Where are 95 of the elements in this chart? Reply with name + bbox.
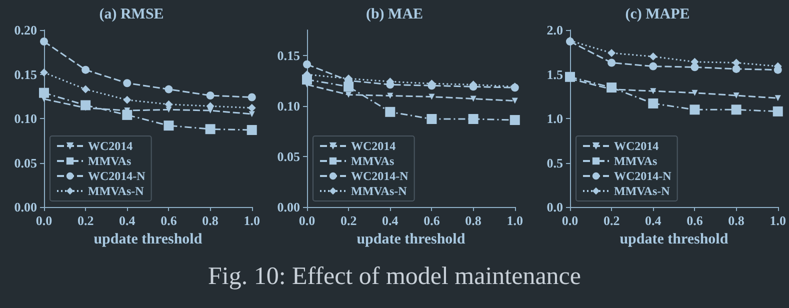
y-tick-label: 0.00 — [14, 200, 37, 214]
point — [248, 93, 256, 102]
chart-title: (b) MAE — [366, 6, 424, 22]
legend-label: WC2014-N — [88, 169, 146, 183]
point — [123, 79, 132, 88]
legend-label: MMVAs-N — [351, 184, 408, 198]
point — [123, 96, 132, 104]
y-tick-label: 0.05 — [14, 155, 38, 170]
point — [733, 92, 740, 98]
x-axis-title: update threshold — [620, 231, 729, 248]
point — [206, 91, 214, 100]
legend-label: MMVAs-N — [88, 184, 144, 198]
point — [565, 72, 575, 82]
point — [40, 68, 48, 76]
legend-label: WC2014-N — [614, 169, 672, 183]
point — [470, 96, 476, 102]
point — [205, 124, 216, 134]
x-tick-label: 0.0 — [562, 213, 578, 228]
x-axis-title: update threshold — [94, 231, 203, 248]
legend-label: MMVAs — [351, 154, 394, 168]
point — [650, 88, 656, 94]
x-tick-label: 0.8 — [202, 213, 219, 228]
x-tick-label: 0.4 — [119, 213, 136, 228]
legend-label: MMVAs-N — [614, 184, 670, 198]
legend-label: WC2014 — [351, 139, 396, 153]
x-axis-title: update threshold — [356, 231, 466, 248]
point — [468, 114, 478, 124]
point — [302, 74, 312, 85]
x-tick-label: 0.6 — [424, 213, 440, 228]
y-tick-label: 0.10 — [277, 98, 300, 114]
point — [606, 82, 617, 93]
x-tick-label: 0.0 — [36, 213, 52, 228]
point — [385, 106, 396, 117]
point — [649, 62, 658, 70]
point — [164, 85, 173, 94]
x-tick-label: 0.6 — [160, 213, 178, 228]
point — [772, 106, 783, 116]
point — [649, 52, 658, 61]
y-tick-label: 0.0 — [546, 200, 563, 214]
y-tick-label: 1.0 — [546, 111, 563, 126]
x-tick-label: 0.2 — [77, 213, 94, 228]
y-tick-label: 0.20 — [14, 22, 37, 38]
x-tick-label: 0.2 — [603, 213, 620, 228]
y-tick-label: 0.05 — [277, 148, 300, 164]
legend-label: WC2014 — [88, 139, 133, 153]
x-tick-label: 0.0 — [298, 213, 316, 228]
point — [648, 98, 658, 108]
point — [82, 85, 90, 94]
legend-label: WC2014 — [614, 139, 659, 153]
point — [346, 92, 352, 98]
x-tick-label: 1.0 — [770, 213, 786, 228]
x-tick-label: 0.4 — [382, 213, 399, 228]
point — [512, 98, 518, 104]
point — [303, 60, 311, 68]
x-tick-label: 0.4 — [645, 213, 662, 228]
point — [690, 104, 700, 115]
y-tick-label: 0.10 — [14, 111, 37, 126]
point — [608, 58, 616, 67]
point — [39, 88, 49, 98]
point — [774, 95, 781, 102]
x-tick-label: 0.2 — [340, 213, 357, 228]
point — [731, 104, 742, 115]
y-tick-label: 0.00 — [277, 200, 300, 214]
point — [248, 111, 255, 118]
legend-label: WC2014-N — [351, 169, 409, 183]
point — [428, 94, 435, 100]
y-tick-label: 0.15 — [277, 48, 300, 63]
point — [426, 114, 437, 124]
y-tick-label: 0.15 — [14, 66, 38, 82]
y-tick-label: 0.5 — [546, 155, 564, 170]
y-tick-label: 1.5 — [546, 66, 564, 82]
point — [40, 38, 48, 46]
point — [82, 66, 90, 74]
caption: Fig. 10: Effect of model maintenance — [206, 263, 582, 291]
x-tick-label: 0.6 — [686, 213, 704, 228]
point — [122, 110, 132, 120]
chart-title: (a) RMSE — [99, 6, 164, 22]
point — [608, 49, 616, 58]
chart-title: (c) MAPE — [625, 6, 690, 22]
point — [344, 82, 354, 92]
y-tick-label: 2.0 — [546, 22, 563, 38]
point — [732, 64, 740, 73]
point — [248, 104, 256, 112]
point — [80, 100, 91, 110]
point — [692, 90, 698, 96]
point — [387, 92, 394, 99]
legend-label: MMVAs — [614, 154, 658, 168]
point — [510, 115, 520, 126]
legend-label: MMVAs — [88, 154, 132, 168]
x-tick-label: 1.0 — [244, 213, 260, 228]
point — [164, 120, 174, 131]
x-tick-label: 0.8 — [728, 213, 745, 228]
point — [246, 125, 257, 136]
x-tick-label: 0.8 — [465, 213, 482, 228]
x-tick-label: 1.0 — [506, 213, 523, 228]
